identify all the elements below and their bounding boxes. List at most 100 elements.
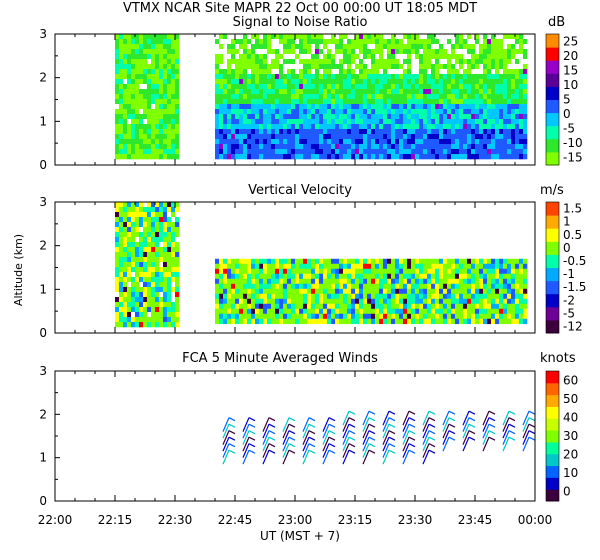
vv-cell <box>279 298 284 305</box>
vv-cell <box>387 298 392 305</box>
snr-cell <box>359 89 364 95</box>
snr-cell <box>503 69 508 75</box>
snr-cell <box>387 109 392 115</box>
vv-cell <box>163 257 168 263</box>
vv-cell <box>331 293 336 300</box>
vv-cell <box>419 273 424 280</box>
snr-cell <box>163 124 168 130</box>
vv-cell <box>487 263 492 270</box>
vv-cell <box>215 268 220 275</box>
snr-cell <box>363 34 368 40</box>
snr-cell <box>403 149 408 155</box>
vv-cell <box>247 298 252 305</box>
snr-cell <box>423 109 428 115</box>
snr-cell <box>455 119 460 125</box>
vv-cell <box>123 247 128 253</box>
vv-cell <box>131 282 136 288</box>
snr-colorbar-tick-label: 5 <box>563 93 571 107</box>
vv-cell <box>175 277 180 283</box>
vv-cell <box>407 263 412 270</box>
snr-cell <box>515 114 520 120</box>
vv-cell <box>275 298 280 305</box>
snr-cell <box>403 144 408 150</box>
snr-cell <box>123 74 128 80</box>
snr-cell <box>375 49 380 55</box>
snr-cell <box>467 39 472 45</box>
snr-cell <box>119 154 124 160</box>
snr-cell <box>247 54 252 60</box>
y-tick-label: 1 <box>39 114 47 128</box>
snr-cell <box>475 49 480 55</box>
vv-cell <box>271 313 276 320</box>
snr-cell <box>371 139 376 145</box>
snr-cell <box>115 149 120 155</box>
snr-cell <box>511 64 516 70</box>
snr-cell <box>423 99 428 105</box>
snr-cell <box>427 54 432 60</box>
wind-barb-flag <box>508 410 516 415</box>
vv-cell <box>467 273 472 280</box>
snr-cell <box>487 49 492 55</box>
vv-cell <box>143 232 148 238</box>
snr-cell <box>315 79 320 85</box>
vv-cell <box>175 292 180 298</box>
snr-cell <box>515 94 520 100</box>
snr-cell <box>291 94 296 100</box>
snr-cell <box>475 129 480 135</box>
vv-cell <box>291 308 296 315</box>
snr-cell <box>463 149 468 155</box>
snr-cell <box>375 99 380 105</box>
snr-colorbar-tick-label: 10 <box>563 78 578 92</box>
snr-cell <box>295 34 300 40</box>
vv-cell <box>139 317 144 323</box>
snr-cell <box>223 154 228 160</box>
snr-cell <box>519 54 524 60</box>
snr-cell <box>263 44 268 50</box>
vv-cell <box>319 288 324 295</box>
vv-cell <box>147 307 152 313</box>
snr-cell <box>303 49 308 55</box>
vv-cell <box>287 273 292 280</box>
snr-cell <box>231 54 236 60</box>
snr-cell <box>231 99 236 105</box>
snr-cell <box>119 69 124 75</box>
vv-cell <box>351 318 356 325</box>
snr-cell <box>231 49 236 55</box>
snr-cell <box>223 74 228 80</box>
snr-cell <box>523 79 528 85</box>
wind-barb <box>262 449 270 465</box>
vv-cell <box>295 288 300 295</box>
vv-cell <box>423 268 428 275</box>
snr-cell <box>283 39 288 45</box>
vv-cell <box>143 227 148 233</box>
snr-cell <box>375 124 380 130</box>
snr-cell <box>259 69 264 75</box>
snr-cell <box>475 79 480 85</box>
vv-cell <box>175 317 180 323</box>
snr-cell <box>511 124 516 130</box>
vv-cell <box>347 308 352 315</box>
vv-cell <box>147 202 152 208</box>
vv-cell <box>435 313 440 320</box>
snr-cell <box>367 34 372 40</box>
snr-cell <box>327 94 332 100</box>
snr-cell <box>495 89 500 95</box>
wind-barb-flag <box>528 417 536 422</box>
snr-cell <box>355 54 360 60</box>
vv-cell <box>131 247 136 253</box>
vv-cell <box>347 268 352 275</box>
snr-cell <box>379 79 384 85</box>
vv-cell <box>155 292 160 298</box>
vv-cell <box>523 308 528 315</box>
snr-cell <box>415 44 420 50</box>
snr-cell <box>119 99 124 105</box>
snr-cell <box>287 109 292 115</box>
snr-cell <box>287 154 292 160</box>
vv-cell <box>251 283 256 290</box>
vv-cell <box>467 308 472 315</box>
vv-cell <box>167 202 172 208</box>
snr-cell <box>351 79 356 85</box>
snr-cell <box>351 109 356 115</box>
snr-cell <box>235 94 240 100</box>
wind-barb-flag <box>388 449 396 454</box>
